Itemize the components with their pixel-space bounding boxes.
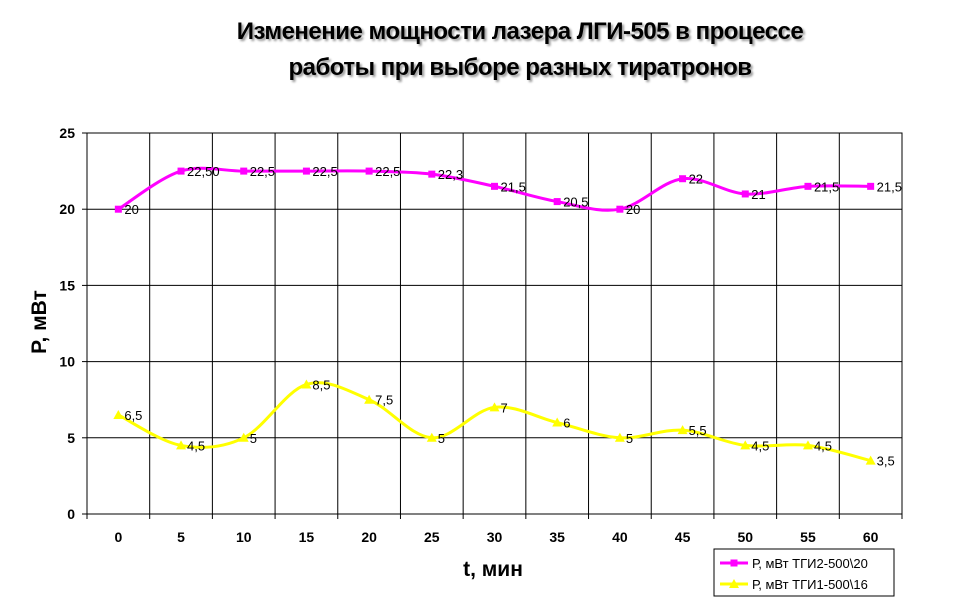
legend-marker [729,579,739,588]
y-tick-label: 0 [67,506,75,522]
x-tick-label: 40 [612,529,628,545]
data-label: 5 [626,431,633,446]
data-label: 22,5 [375,164,400,179]
data-point [489,402,500,412]
data-point [865,455,876,465]
chart-title-line-2: работы при выборе разных тиратронов [288,54,752,81]
legend-marker [730,559,738,567]
data-label: 5,5 [689,423,707,438]
data-point [238,432,249,442]
data-point [364,394,375,404]
chart-title-line-1: Изменение мощности лазера ЛГИ-505 в проц… [236,18,804,45]
data-label: 22 [689,172,703,187]
data-label: 5 [438,431,445,446]
data-label: 22,5 [312,164,337,179]
data-label: 7,5 [375,393,393,408]
data-point [426,432,437,442]
legend-label: Р, мВт ТГИ2-500\20 [752,556,868,571]
x-tick-label: 5 [177,529,185,545]
data-point [177,167,185,175]
axes [82,132,903,519]
legend-item: Р, мВт ТГИ2-500\20 [720,556,868,571]
plot-area-border [86,132,903,515]
data-point [552,417,563,427]
data-point [740,440,751,450]
data-label: 20,5 [563,195,588,210]
data-label: 3,5 [877,454,895,469]
data-point [741,190,749,198]
x-tick-label: 0 [114,529,122,545]
data-point [301,379,312,389]
y-tick-label: 5 [67,430,75,446]
data-point [302,167,310,175]
x-tick-label: 25 [424,529,440,545]
legend-label: Р, мВт ТГИ1-500\16 [752,577,868,592]
data-label: 6,5 [124,408,142,423]
x-tick-label: 10 [236,529,252,545]
data-label: 6 [563,416,570,431]
legend-item: Р, мВт ТГИ1-500\16 [720,577,868,592]
x-tick-label: 60 [863,529,879,545]
data-point [677,425,688,435]
data-point [616,205,624,213]
data-point [491,182,498,190]
data-point [867,182,875,190]
x-tick-label: 50 [737,529,753,545]
legend: Р, мВт ТГИ2-500\20 Р, мВт ТГИ1-500\16 [713,548,895,597]
data-label: 7 [501,400,508,415]
data-label: 22,50 [187,164,220,179]
x-tick-label: 15 [299,529,315,545]
data-label: 20 [124,202,138,217]
data-label: 22,3 [438,167,463,182]
x-tick-label: 55 [800,529,816,545]
data-point [553,198,561,206]
series-layer: 20 22,50 22,5 22,5 22,5 22,3 21,5 20,5 20 22 21 21,… [113,164,902,469]
y-tick-label: 10 [59,354,75,370]
data-label: 4,5 [814,438,832,453]
y-axis-title: P, мВт [28,290,51,354]
x-tick-label: 35 [549,529,565,545]
series-1: 20 22,50 22,5 22,5 22,5 22,3 21,5 20,5 20 22 21 21,… [114,164,902,217]
legend-box [713,548,895,597]
data-label: 20 [626,202,640,217]
data-point [614,432,625,442]
data-label: 4,5 [187,438,205,453]
data-point [240,167,248,175]
data-point [679,175,687,183]
x-tick-label: 20 [361,529,377,545]
data-label: 21 [751,187,765,202]
data-point [176,440,187,450]
y-tick-label: 25 [59,125,75,141]
data-point [365,167,373,175]
data-label: 5 [250,431,257,446]
data-label: 4,5 [751,438,769,453]
data-label: 21,5 [877,179,902,194]
data-point [113,409,124,419]
data-point [428,170,436,178]
x-tick-label: 45 [675,529,691,545]
x-tick-label: 30 [487,529,503,545]
data-point [802,440,813,450]
y-tick-label: 20 [59,201,75,217]
y-tick-label: 15 [59,277,75,293]
series-2: 6,5 4,5 5 8,5 7,5 5 7 6 5 5,5 4,5 4,5 3,5 [113,377,895,469]
x-axis-title: t, мин [463,558,523,581]
chart-title: Изменение мощности лазера ЛГИ-505 в проц… [120,14,920,86]
data-label: 21,5 [814,179,839,194]
data-label: 21,5 [501,179,526,194]
data-point [114,205,122,213]
data-label: 22,5 [250,164,275,179]
data-label: 8,5 [312,377,330,392]
data-point [804,182,812,190]
